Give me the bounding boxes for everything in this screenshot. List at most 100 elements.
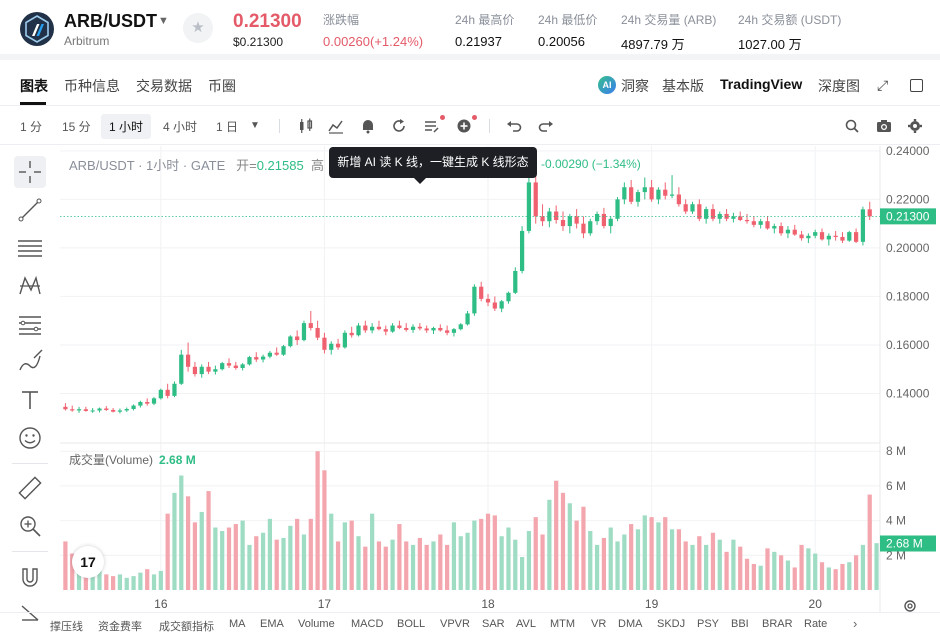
pair-name[interactable]: ARB/USDT [64, 11, 157, 31]
volume-bar [247, 544, 252, 590]
indicator-item[interactable]: Rate [804, 618, 828, 630]
indicator-item[interactable]: BOLL [397, 618, 426, 630]
tab-tradingview[interactable]: TradingView [720, 76, 803, 92]
timeframe-1m[interactable]: 1 分 [20, 120, 43, 134]
volume-bar [765, 548, 770, 590]
alert-icon[interactable] [359, 117, 377, 135]
candle-body [567, 216, 572, 227]
chart-canvas[interactable]: 0.24000 0.22000 0.20000 0.18000 0.16000 0.140… [60, 146, 940, 612]
favorite-star-icon[interactable]: ★ [183, 13, 213, 43]
indicator-item[interactable]: EMA [260, 618, 284, 630]
tab-basic[interactable]: 基本版 [662, 78, 704, 94]
emoji-icon[interactable] [14, 422, 46, 454]
tab-coin-info[interactable]: 币种信息 [64, 78, 120, 94]
redo-icon[interactable] [537, 117, 555, 135]
candle-body [826, 235, 831, 240]
candle-body [390, 325, 395, 332]
candle-body [547, 211, 552, 222]
tab-community[interactable]: 币圈 [208, 78, 236, 94]
tradingview-logo[interactable]: 17 [72, 546, 104, 578]
indicator-item[interactable]: Volume [298, 618, 335, 630]
drawing-toolbar [0, 146, 60, 635]
volume-bar [663, 517, 668, 590]
legend-change: -0.00290 (−1.34%) [541, 157, 641, 171]
indicator-item[interactable]: 资金费率 [98, 621, 142, 633]
indicator-item[interactable]: MA [229, 618, 246, 630]
tab-chart[interactable]: 图表 [20, 78, 48, 94]
timeframe-15m[interactable]: 15 分 [62, 120, 91, 134]
volume-bar [383, 546, 388, 590]
zoom-in-icon[interactable] [14, 510, 46, 542]
scroll-right-icon[interactable]: › [853, 616, 858, 631]
candle [138, 400, 143, 408]
candle [83, 406, 88, 412]
volume-bar [179, 475, 184, 590]
lock-drawing-icon[interactable] [14, 598, 46, 630]
indicator-item[interactable]: AVL [516, 618, 536, 630]
undo-icon[interactable] [505, 117, 523, 135]
candle-body [533, 182, 538, 217]
tab-depth[interactable]: 深度图 [818, 78, 860, 94]
candle [499, 300, 504, 313]
replay-icon[interactable] [390, 117, 408, 135]
indicator-item[interactable]: SAR [482, 618, 505, 630]
candle [867, 201, 872, 220]
brush-icon[interactable] [14, 346, 46, 378]
indicator-item[interactable]: VPVR [440, 618, 470, 630]
camera-icon[interactable] [875, 117, 893, 135]
candle [240, 363, 245, 371]
candle-type-icon[interactable] [297, 117, 315, 135]
indicators-icon[interactable] [327, 117, 345, 135]
indicator-item[interactable]: VR [591, 618, 607, 630]
expand-icon[interactable]: ⤢ [877, 77, 889, 93]
indicator-item[interactable]: 撑压线 [50, 621, 83, 633]
add-plugin-icon[interactable] [455, 117, 473, 135]
stat-value: 0.21937 [455, 34, 502, 49]
indicator-item[interactable]: MTM [550, 618, 576, 630]
chart-settings-icon[interactable] [902, 598, 918, 614]
magnet-icon[interactable] [14, 561, 46, 593]
gear-icon[interactable] [906, 117, 924, 135]
candle-body [601, 213, 607, 227]
ai-kline-icon[interactable] [423, 117, 441, 135]
volume-bar [506, 527, 511, 590]
tab-trade-data[interactable]: 交易数据 [136, 78, 192, 94]
window-icon[interactable] [910, 79, 923, 92]
timeframe-1h[interactable]: 1 小时 [101, 114, 152, 139]
candle [649, 179, 654, 202]
legend-open-label: 开= [236, 158, 257, 173]
text-icon[interactable] [14, 384, 46, 416]
pattern-icon[interactable] [14, 270, 46, 302]
timeframe-4h[interactable]: 4 小时 [163, 120, 198, 134]
candle-body [635, 192, 641, 202]
volume-bar [295, 518, 300, 590]
indicator-item[interactable]: BRAR [762, 618, 793, 630]
indicator-item[interactable]: PSY [697, 618, 720, 630]
candle [410, 324, 416, 333]
candle-body [506, 292, 511, 302]
indicator-item[interactable]: BBI [731, 618, 749, 630]
timeframe-1d[interactable]: 1 日 [216, 120, 239, 134]
kline-chart[interactable]: 0.24000 0.22000 0.20000 0.18000 0.16000 0.140… [60, 146, 940, 612]
pair-subtitle: Arbitrum [64, 34, 110, 48]
tab-insight[interactable]: 洞察 [621, 78, 649, 94]
candle-body [642, 187, 647, 193]
fibonacci-icon[interactable] [14, 308, 46, 340]
candle [751, 216, 756, 228]
candle [247, 355, 252, 366]
timeframe-dropdown-icon[interactable]: ▼ [250, 120, 260, 131]
pair-dropdown-icon[interactable]: ▼ [158, 15, 169, 27]
insight-icon[interactable]: AI [598, 76, 616, 94]
candle [356, 323, 361, 337]
indicator-item[interactable]: DMA [618, 618, 643, 630]
candle [465, 310, 470, 326]
ruler-icon[interactable] [14, 472, 46, 504]
crosshair-icon[interactable] [14, 156, 46, 188]
candle [690, 201, 695, 214]
horizontal-lines-icon[interactable] [14, 232, 46, 264]
trend-line-icon[interactable] [14, 194, 46, 226]
indicator-item[interactable]: SKDJ [657, 618, 686, 630]
search-icon[interactable] [843, 117, 861, 135]
indicator-item[interactable]: MACD [351, 618, 384, 630]
indicator-item[interactable]: 成交额指标 [159, 621, 214, 633]
